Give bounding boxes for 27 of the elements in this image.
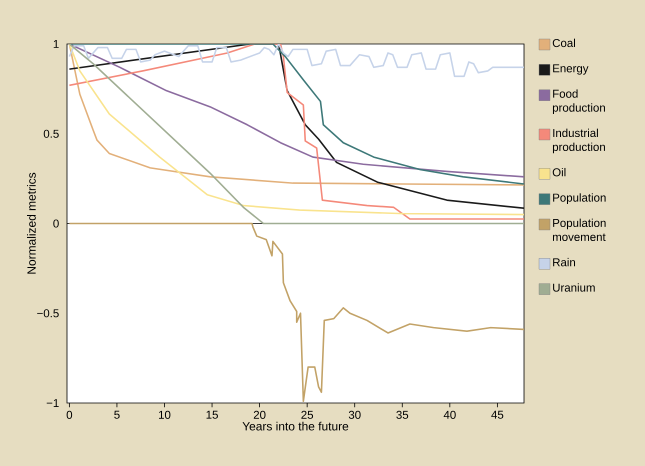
x-tick-label: 30	[348, 410, 361, 419]
legend-label: Oil	[552, 168, 566, 176]
x-tick-label: 45	[491, 410, 504, 419]
x-tick-label: 0	[66, 410, 72, 419]
y-axis-title: Normalized metrics	[27, 172, 36, 274]
x-tick-label: 25	[301, 410, 314, 419]
legend-label: Food production	[552, 89, 605, 114]
x-tick-label: 20	[254, 410, 266, 419]
line-series	[68, 222, 524, 402]
x-tick-label: 10	[158, 410, 170, 419]
y-tick-label: −0.5	[37, 309, 59, 318]
x-tick-label: 5	[114, 410, 120, 419]
y-tick-label: 1	[54, 40, 59, 48]
legend-label: Uranium	[553, 283, 595, 292]
y-tick-label: 0	[53, 219, 59, 228]
x-tick-label: 40	[444, 410, 456, 419]
legend-label: Energy	[553, 64, 588, 75]
legend-label: Population	[553, 193, 606, 204]
y-tick-label: −1	[46, 399, 59, 407]
legend-label: Industrial production	[552, 128, 605, 154]
x-tick-label: 15	[206, 410, 218, 419]
legend-label: Population movement	[552, 218, 606, 241]
legend-label: Rain	[553, 258, 576, 266]
x-tick-label: 35	[396, 410, 408, 419]
x-axis-title: Years into the future	[242, 422, 348, 430]
legend-label: Coal	[552, 38, 575, 48]
y-tick-label: 0.5	[44, 130, 59, 138]
